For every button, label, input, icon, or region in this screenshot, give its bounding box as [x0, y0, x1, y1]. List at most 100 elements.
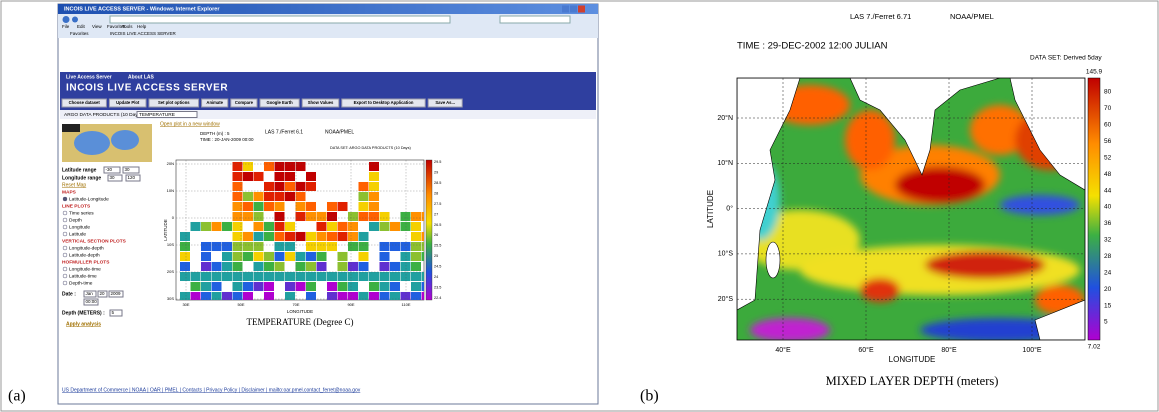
data-cell — [380, 282, 390, 291]
x-axis-label: LONGITUDE — [287, 309, 313, 314]
data-cell — [201, 252, 211, 261]
y-tick-label: 0° — [726, 204, 733, 212]
data-cell — [338, 252, 348, 261]
radio[interactable] — [63, 225, 67, 229]
radio-label[interactable]: Time series — [69, 210, 94, 216]
radio-label[interactable]: Latitude-time — [69, 273, 97, 279]
colorbar-label: 44 — [1104, 187, 1112, 194]
back-button[interactable] — [63, 16, 70, 23]
data-cell — [285, 242, 295, 251]
data-cell — [233, 242, 243, 251]
data-cell — [338, 292, 348, 301]
menu-item[interactable]: Help — [137, 24, 147, 29]
data-cell — [254, 212, 264, 221]
radio[interactable] — [63, 246, 67, 250]
input-value[interactable]: 120 — [128, 175, 136, 180]
radio[interactable] — [63, 281, 67, 285]
button-label[interactable]: Export to Desktop Application — [354, 100, 414, 105]
radio[interactable] — [63, 232, 67, 236]
data-cell — [359, 212, 369, 221]
data-cell — [390, 292, 400, 301]
radio[interactable] — [63, 197, 67, 201]
page-title: INCOIS LIVE ACCESS SERVER — [66, 83, 228, 94]
data-cell — [264, 232, 274, 241]
radio[interactable] — [63, 218, 67, 222]
page: {"window": {"title": "INCOIS LIVE ACCESS… — [0, 0, 1159, 412]
radio[interactable] — [63, 274, 67, 278]
panel-label: (b) — [640, 388, 659, 405]
menu-item[interactable]: Edit — [77, 24, 86, 29]
favorites-button[interactable]: Favorites — [70, 31, 89, 36]
input-value[interactable]: -30 — [106, 167, 113, 172]
radio-label[interactable]: Longitude — [69, 224, 90, 230]
plot-title: TEMPERATURE (Degree C) — [247, 317, 354, 327]
data-cell — [264, 182, 274, 191]
button-label[interactable]: Set plot options — [158, 100, 190, 105]
input-value[interactable]: Jan — [86, 291, 94, 296]
input-value[interactable]: 30 — [125, 167, 131, 172]
colorbar-label: 28 — [1104, 253, 1112, 260]
radio[interactable] — [63, 253, 67, 257]
radio-label[interactable]: Longitude-time — [69, 266, 101, 272]
data-cell — [275, 202, 285, 211]
nav-link[interactable]: About LAS — [128, 74, 154, 80]
colorbar-label: 56 — [1104, 138, 1112, 145]
radio-label[interactable]: Latitude — [69, 231, 86, 237]
radio-label[interactable]: Latitude-depth — [69, 252, 100, 258]
data-cell — [285, 172, 295, 181]
button-label[interactable]: Save As... — [435, 100, 455, 105]
menu-item[interactable]: View — [92, 24, 102, 29]
thumbnail-controls[interactable] — [62, 124, 80, 132]
button-label[interactable]: Choose dataset — [69, 100, 101, 105]
x-axis-label: LONGITUDE — [889, 355, 936, 364]
maximize-button[interactable] — [570, 6, 577, 13]
radio-label[interactable]: Latitude-Longitude — [69, 196, 109, 202]
data-cell — [243, 282, 253, 291]
radio-label[interactable]: Depth-time — [69, 280, 93, 286]
reset-link[interactable]: Reset Map — [62, 182, 86, 188]
nav-link[interactable]: Live Access Server — [66, 74, 112, 80]
colorbar-label: 80 — [1104, 89, 1112, 96]
data-cell — [275, 172, 285, 181]
data-cell — [212, 222, 222, 231]
open-link[interactable]: Open plot in a new window — [160, 121, 220, 127]
data-cell — [401, 222, 411, 231]
input-value[interactable]: 00:00 — [86, 299, 98, 304]
radio-label[interactable]: Longitude-depth — [69, 245, 104, 251]
button-label[interactable]: Animate — [206, 100, 223, 105]
data-cell — [275, 262, 285, 271]
button-label[interactable]: Show Values — [308, 100, 334, 105]
data-cell — [275, 242, 285, 251]
y-tick-label: 20S — [167, 269, 174, 274]
x-tick-label: 90E — [347, 302, 354, 307]
radio-label[interactable]: Depth — [69, 217, 82, 223]
browser-tab[interactable]: INCOIS LIVE ACCESS SERVER — [110, 31, 176, 36]
button-label[interactable]: Update Plot — [116, 100, 140, 105]
footer-links[interactable]: US Department of Commerce | NOAA | OAR |… — [62, 387, 361, 393]
data-cell — [369, 172, 379, 181]
forward-button[interactable] — [72, 17, 78, 23]
input-value[interactable]: 20 — [100, 291, 106, 296]
colorbar-label: 26.5 — [434, 223, 441, 227]
data-cell — [264, 292, 274, 301]
radio[interactable] — [63, 211, 67, 215]
radio[interactable] — [63, 267, 67, 271]
section-heading: HOFMULLER PLOTS — [62, 259, 110, 265]
input-value[interactable]: 30 — [110, 175, 116, 180]
data-cell — [222, 252, 232, 261]
menu-item[interactable]: Tools — [122, 24, 133, 29]
data-cell — [191, 222, 201, 231]
data-cell — [254, 172, 264, 181]
colorbar-label: 60 — [1104, 122, 1112, 129]
data-cell — [380, 212, 390, 221]
close-button[interactable] — [578, 6, 585, 13]
input-value[interactable]: 2009 — [111, 291, 122, 296]
menu-item[interactable]: File — [62, 24, 70, 29]
variable-select-label[interactable]: TEMPERATURE — [139, 112, 175, 118]
minimize-button[interactable] — [562, 6, 569, 13]
panel-label: (a) — [8, 388, 26, 405]
plot-title: MIXED LAYER DEPTH (meters) — [826, 374, 999, 388]
button-label[interactable]: Google Earth — [266, 100, 293, 105]
apply-link[interactable]: Apply analysis — [66, 321, 101, 327]
button-label[interactable]: Compare — [235, 100, 254, 105]
